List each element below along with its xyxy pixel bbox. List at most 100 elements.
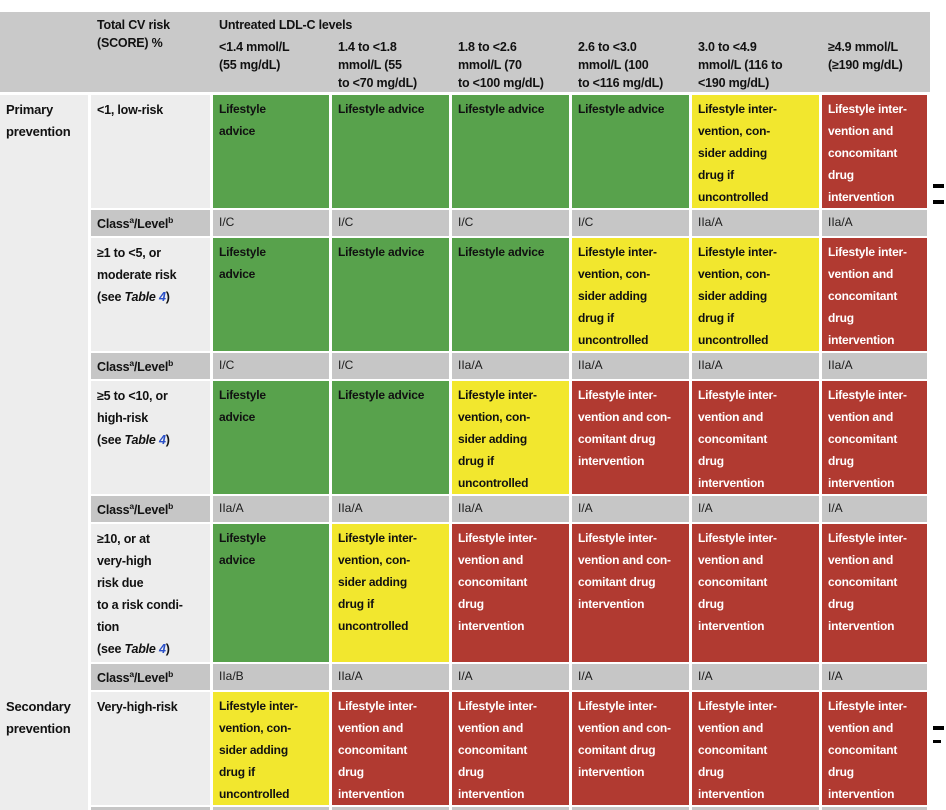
- treatment-cell: Lifestyle inter- vention, con- sider add…: [572, 238, 692, 353]
- page-edge-artifact: [933, 184, 944, 188]
- treatment-cell: Lifestyle advice: [452, 238, 572, 353]
- class-value-cell: I/A: [452, 664, 572, 692]
- page-edge-artifact: [933, 200, 944, 204]
- table-4-link[interactable]: 4: [158, 290, 166, 304]
- risk-score-header: Total CV risk (SCORE) %: [91, 12, 213, 95]
- class-value-cell: IIa/A: [822, 210, 931, 238]
- class-value-cell: I/A: [452, 807, 572, 810]
- risk-label-high: ≥5 to <10, or high-risk (see Table 4): [91, 381, 213, 496]
- class-level-label: Classa/Levelb: [91, 807, 213, 810]
- treatment-cell: Lifestyle advice: [213, 524, 332, 664]
- treatment-cell: Lifestyle inter- vention and concomitant…: [692, 524, 822, 664]
- ldl-column-header-6: ≥4.9 mmol/L (≥190 mg/dL): [822, 36, 931, 95]
- treatment-cell: Lifestyle inter- vention and con- comita…: [572, 692, 692, 807]
- ldl-levels-header-label: Untreated LDL-C levels: [219, 18, 353, 32]
- class-value-cell: I/A: [572, 664, 692, 692]
- ldl-column-header-1: <1.4 mmol/L (55 mg/dL): [213, 36, 332, 95]
- class-level-row: Classa/Levelb IIa/A IIa/A IIa/A I/A I/A …: [0, 496, 931, 524]
- class-value-cell: I/A: [822, 807, 931, 810]
- ldl-column-header-2: 1.4 to <1.8 mmol/L (55 to <70 mg/dL): [332, 36, 452, 95]
- treatment-row-moderate-risk: ≥1 to <5, or moderate risk (see Table 4)…: [0, 238, 931, 353]
- see-table-ref: (see Table 4): [97, 642, 170, 656]
- class-value-cell: I/C: [332, 353, 452, 381]
- treatment-cell: Lifestyle inter- vention and concomitant…: [822, 524, 931, 664]
- class-level-label: Classa/Levelb: [91, 496, 213, 524]
- class-level-row: Classa/Levelb I/C I/C I/C I/C IIa/A IIa/…: [0, 210, 931, 238]
- treatment-cell: Lifestyle advice: [572, 95, 692, 210]
- ldl-treatment-strategy-table: Total CV risk (SCORE) % Untreated LDL-C …: [0, 12, 931, 810]
- class-level-label: Classa/Levelb: [91, 353, 213, 381]
- class-value-cell: I/A: [822, 664, 931, 692]
- class-value-cell: I/C: [332, 210, 452, 238]
- class-level-row: Classa/Levelb I/C I/C IIa/A IIa/A IIa/A …: [0, 353, 931, 381]
- class-value-cell: IIa/A: [452, 353, 572, 381]
- treatment-cell: Lifestyle inter- vention, con- sider add…: [692, 95, 822, 210]
- section-label-secondary: Secondary prevention: [0, 692, 91, 810]
- ldl-column-header-3: 1.8 to <2.6 mmol/L (70 to <100 mg/dL): [452, 36, 572, 95]
- section-label-primary: Primary prevention: [0, 95, 91, 692]
- treatment-cell: Lifestyle advice: [332, 381, 452, 496]
- header-row-top: Total CV risk (SCORE) % Untreated LDL-C …: [0, 12, 931, 95]
- class-value-cell: IIa/A: [572, 353, 692, 381]
- treatment-cell: Lifestyle inter- vention and concomitant…: [822, 238, 931, 353]
- risk-label-moderate: ≥1 to <5, or moderate risk (see Table 4): [91, 238, 213, 353]
- class-value-cell: IIa/A: [332, 496, 452, 524]
- treatment-cell: Lifestyle inter- vention, con- sider add…: [213, 692, 332, 807]
- class-value-cell: IIa/A: [213, 496, 332, 524]
- treatment-cell: Lifestyle inter- vention, con- sider add…: [452, 381, 572, 496]
- class-value-cell: I/A: [332, 807, 452, 810]
- see-table-ref: (see Table 4): [97, 433, 170, 447]
- treatment-row-very-high-risk: ≥10, or at very-high risk due to a risk …: [0, 524, 931, 664]
- class-value-cell: IIa/A: [213, 807, 332, 810]
- class-value-cell: I/A: [572, 496, 692, 524]
- risk-label-secondary: Very-high-risk: [91, 692, 213, 807]
- treatment-cell: Lifestyle advice: [213, 95, 332, 210]
- table-4-link[interactable]: 4: [158, 642, 166, 656]
- class-value-cell: IIa/A: [332, 664, 452, 692]
- treatment-cell: Lifestyle inter- vention and concomitant…: [822, 381, 931, 496]
- class-value-cell: IIa/B: [213, 664, 332, 692]
- class-value-cell: I/A: [692, 664, 822, 692]
- treatment-cell: Lifestyle inter- vention and concomitant…: [452, 692, 572, 807]
- page-edge-artifact: [933, 726, 944, 730]
- treatment-cell: Lifestyle inter- vention and concomitant…: [692, 381, 822, 496]
- risk-label-low: <1, low-risk: [91, 95, 213, 210]
- risk-score-header-label: Total CV risk (SCORE) %: [97, 18, 170, 50]
- treatment-cell: Lifestyle inter- vention and con- comita…: [572, 524, 692, 664]
- class-value-cell: IIa/A: [692, 353, 822, 381]
- treatment-cell: Lifestyle inter- vention, con- sider add…: [692, 238, 822, 353]
- class-value-cell: I/A: [692, 807, 822, 810]
- table-4-link[interactable]: 4: [158, 433, 166, 447]
- treatment-cell: Lifestyle advice: [332, 238, 452, 353]
- treatment-row-secondary: Secondary prevention Very-high-risk Life…: [0, 692, 931, 810]
- page-edge-artifact: [933, 740, 941, 743]
- treatment-cell: Lifestyle inter- vention and concomitant…: [692, 692, 822, 807]
- class-value-cell: I/C: [452, 210, 572, 238]
- treatment-cell: Lifestyle inter- vention and con- comita…: [572, 381, 692, 496]
- class-value-cell: IIa/A: [452, 496, 572, 524]
- see-table-ref: (see Table 4): [97, 290, 170, 304]
- class-level-row: Classa/Levelb IIa/A I/A I/A I/A I/A I/A: [0, 807, 931, 810]
- table-corner-cell: [0, 12, 91, 95]
- class-value-cell: I/C: [213, 210, 332, 238]
- class-level-label: Classa/Levelb: [91, 210, 213, 238]
- class-value-cell: I/A: [572, 807, 692, 810]
- treatment-cell: Lifestyle advice: [213, 238, 332, 353]
- class-value-cell: I/C: [213, 353, 332, 381]
- treatment-cell: Lifestyle inter- vention and concomitant…: [452, 524, 572, 664]
- class-level-label: Classa/Levelb: [91, 664, 213, 692]
- treatment-row-high-risk: ≥5 to <10, or high-risk (see Table 4) Li…: [0, 381, 931, 496]
- class-value-cell: IIa/A: [822, 353, 931, 381]
- class-value-cell: IIa/A: [692, 210, 822, 238]
- class-value-cell: I/C: [572, 210, 692, 238]
- treatment-cell: Lifestyle inter- vention and concomitant…: [822, 95, 931, 210]
- treatment-cell: Lifestyle advice: [213, 381, 332, 496]
- class-value-cell: I/A: [822, 496, 931, 524]
- treatment-cell: Lifestyle inter- vention and concomitant…: [332, 692, 452, 807]
- class-level-row: Classa/Levelb IIa/B IIa/A I/A I/A I/A I/…: [0, 664, 931, 692]
- treatment-cell: Lifestyle inter- vention, con- sider add…: [332, 524, 452, 664]
- treatment-cell: Lifestyle advice: [452, 95, 572, 210]
- ldl-column-header-5: 3.0 to <4.9 mmol/L (116 to <190 mg/dL): [692, 36, 822, 95]
- class-value-cell: I/A: [692, 496, 822, 524]
